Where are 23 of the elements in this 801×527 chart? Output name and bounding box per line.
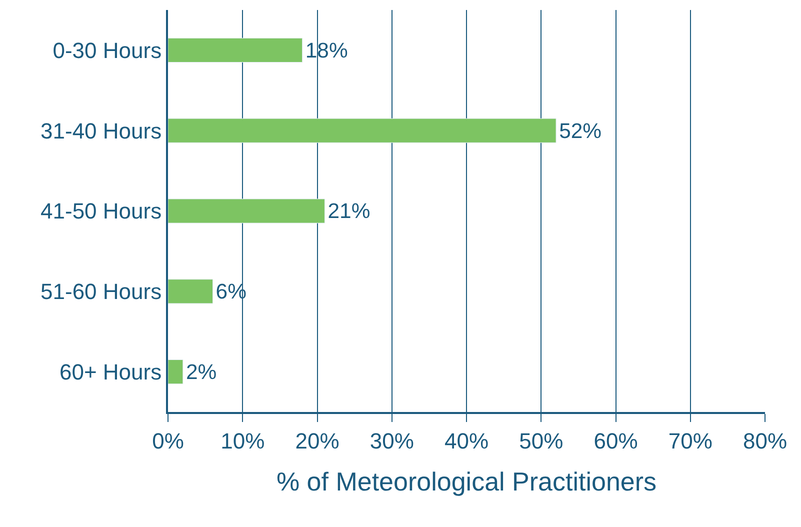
data-label: 21% (328, 200, 370, 224)
bar (168, 279, 214, 304)
x-tick-label: 20% (295, 428, 340, 454)
x-tick-label: 30% (370, 428, 414, 454)
y-tick-label: 41-50 Hours (40, 198, 162, 224)
y-tick-label: 51-60 Hours (40, 279, 162, 304)
x-tick-label: 80% (742, 428, 788, 454)
x-tick-label: 50% (519, 428, 564, 454)
y-tick-label: 0-30 Hours (52, 38, 162, 63)
bar (168, 38, 303, 63)
bar (168, 359, 184, 384)
y-tick-label: 60+ Hours (59, 360, 162, 384)
y-tick-label: 31-40 Hours (40, 118, 162, 144)
bar (168, 198, 325, 224)
bar (168, 118, 556, 143)
data-label: 2% (186, 361, 217, 384)
x-tick-label: 70% (668, 428, 712, 454)
x-tick-label: 10% (220, 428, 265, 454)
x-axis-title: % of Meteorological Practitioners (276, 466, 657, 497)
x-tick-label: 40% (444, 428, 489, 454)
x-tick-label: 60% (594, 428, 638, 454)
x-tick-label: 0% (152, 428, 184, 454)
data-label: 52% (559, 120, 602, 143)
